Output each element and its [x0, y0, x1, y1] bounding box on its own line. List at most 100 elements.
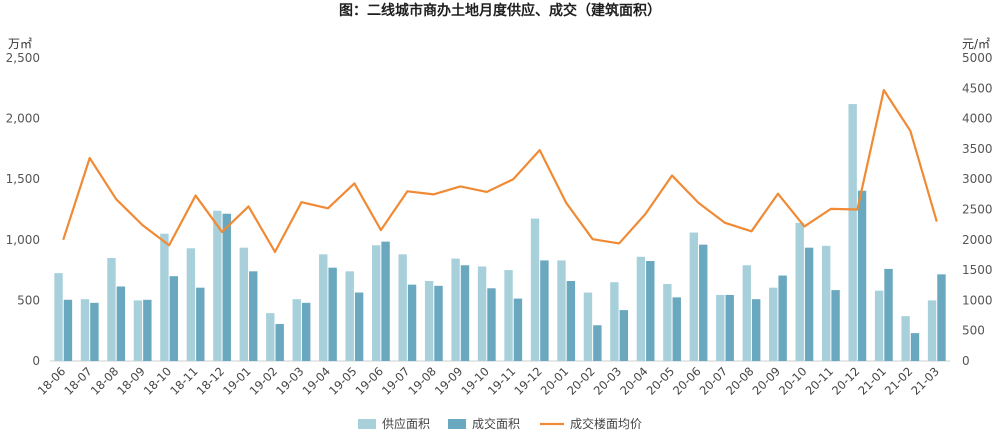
transaction-bar	[884, 268, 893, 361]
transaction-bar	[778, 275, 787, 361]
chart-title: 图：二线城市商办土地月度供应、成交（建筑面积）	[339, 2, 661, 19]
supply-bar	[266, 313, 275, 361]
x-tick-label: 18-12	[194, 364, 228, 398]
x-tick-label: 19-02	[247, 364, 281, 398]
supply-bar	[292, 299, 301, 361]
transaction-bar	[751, 299, 761, 361]
x-tick-label: 19-12	[511, 364, 545, 398]
supply-bar	[795, 222, 804, 361]
transaction-bar	[275, 324, 284, 361]
x-tick-label: 18-07	[61, 364, 95, 398]
transaction-bar	[63, 299, 73, 361]
transaction-bar	[857, 190, 867, 361]
supply-bar	[716, 294, 725, 361]
right-y-tick-label: 3500	[962, 142, 993, 156]
transaction-bar	[328, 267, 337, 361]
supply-bar	[160, 233, 169, 361]
legend-transaction-label: 成交面积	[472, 416, 520, 431]
supply-bar	[186, 248, 196, 361]
avg-price-line	[62, 89, 938, 254]
right-y-tick-label: 4000	[962, 112, 993, 126]
supply-bar	[54, 273, 63, 361]
transaction-bar	[143, 299, 152, 361]
supply-bar	[213, 210, 222, 361]
supply-bar	[583, 292, 593, 361]
transaction-bar	[460, 265, 470, 361]
x-tick-label: 20-05	[644, 364, 678, 398]
x-tick-label: 21-01	[855, 364, 889, 398]
transaction-bar	[725, 294, 734, 361]
x-tick-label: 20-04	[617, 364, 651, 398]
x-tick-label: 20-01	[538, 364, 572, 398]
left-y-tick-label: 1,500	[6, 172, 40, 186]
right-y-tick-label: 0	[962, 354, 970, 368]
supply-bar	[371, 245, 381, 361]
supply-bar	[345, 271, 354, 361]
right-axis-unit: 元/㎡	[962, 37, 990, 51]
x-tick-label: 21-02	[882, 364, 916, 398]
transaction-bar	[381, 241, 390, 361]
transaction-bar	[831, 290, 840, 361]
x-tick-label: 19-07	[379, 364, 413, 398]
right-y-tick-label: 1000	[962, 293, 993, 307]
supply-bar	[504, 270, 513, 361]
transaction-bar	[566, 281, 576, 361]
x-tick-label: 20-09	[750, 364, 784, 398]
legend-transaction-swatch	[448, 419, 466, 429]
x-tick-label: 18-08	[88, 364, 122, 398]
line-series-group	[62, 89, 938, 254]
transaction-bar	[646, 261, 655, 361]
x-tick-label: 20-07	[697, 364, 731, 398]
transaction-bar	[90, 302, 99, 361]
supply-bar	[80, 299, 90, 361]
right-y-tick-label: 4500	[962, 81, 993, 95]
supply-bar	[636, 256, 646, 361]
transaction-bar	[804, 247, 814, 361]
x-axis: 18-0618-0718-0818-0918-1018-1118-1219-01…	[35, 364, 942, 398]
left-y-axis: 0 500 1,000 1,500 2,000 2,500	[6, 51, 40, 368]
transaction-bar	[699, 244, 708, 361]
supply-bar	[927, 300, 937, 361]
supply-bar	[848, 104, 857, 361]
supply-bar	[477, 266, 487, 361]
x-tick-label: 19-04	[300, 364, 334, 398]
left-y-tick-label: 500	[17, 293, 40, 307]
supply-bar	[610, 282, 619, 361]
transaction-bar	[619, 310, 629, 361]
transaction-bar	[407, 284, 417, 361]
transaction-bar	[910, 333, 920, 361]
x-tick-label: 19-10	[458, 364, 492, 398]
supply-bar	[689, 232, 699, 361]
supply-bar	[557, 260, 566, 361]
x-tick-label: 18-11	[167, 364, 201, 398]
transaction-bar	[540, 260, 549, 361]
x-tick-label: 19-03	[273, 364, 307, 398]
supply-bar	[398, 254, 407, 361]
supply-bar	[821, 245, 831, 361]
x-tick-label: 19-11	[485, 364, 519, 398]
x-tick-label: 20-08	[723, 364, 757, 398]
supply-bar	[769, 287, 778, 361]
transaction-bar	[116, 286, 126, 361]
transaction-bar	[513, 298, 523, 361]
legend-avg-price-label: 成交楼面均价	[570, 416, 642, 431]
x-tick-label: 19-01	[220, 364, 254, 398]
x-tick-label: 19-06	[352, 364, 386, 398]
right-y-axis: 0 500 1000 1500 2000 2500 3000 3500 4000 4500 5000	[962, 51, 993, 368]
right-y-tick-label: 3000	[962, 172, 993, 186]
supply-bar	[239, 247, 249, 361]
transaction-bar	[487, 288, 496, 361]
supply-bar	[424, 281, 434, 361]
supply-bar	[901, 316, 910, 361]
transaction-bar	[249, 271, 258, 361]
supply-bar	[530, 218, 540, 361]
supply-bar	[133, 300, 143, 361]
transaction-bar	[222, 213, 231, 361]
supply-bar	[874, 290, 884, 361]
x-tick-label: 18-10	[141, 364, 175, 398]
transaction-bar	[593, 325, 602, 361]
left-y-tick-label: 0	[32, 354, 40, 368]
x-tick-label: 20-11	[802, 364, 836, 398]
transaction-bar	[301, 302, 311, 361]
